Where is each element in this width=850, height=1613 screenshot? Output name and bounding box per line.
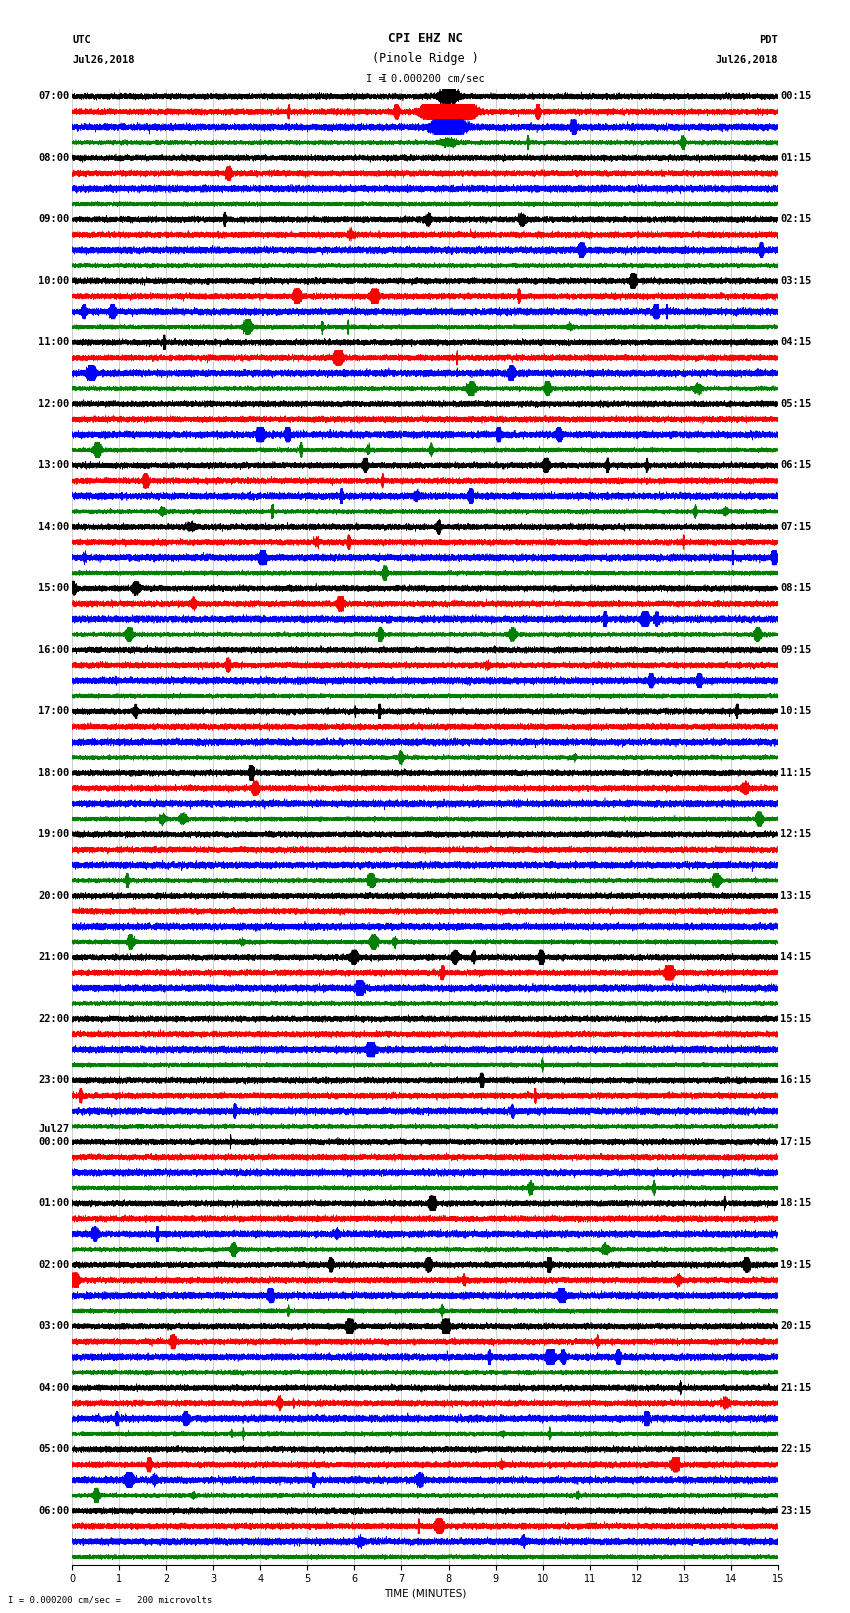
Text: Jul27: Jul27 xyxy=(38,1124,70,1134)
Text: 17:00: 17:00 xyxy=(38,706,70,716)
Text: 17:15: 17:15 xyxy=(780,1137,812,1147)
Text: 08:00: 08:00 xyxy=(38,153,70,163)
Text: 21:15: 21:15 xyxy=(780,1382,812,1392)
Text: 22:00: 22:00 xyxy=(38,1015,70,1024)
Text: 18:00: 18:00 xyxy=(38,768,70,777)
Text: UTC: UTC xyxy=(72,35,91,45)
Text: 13:15: 13:15 xyxy=(780,890,812,900)
Text: 07:15: 07:15 xyxy=(780,523,812,532)
Text: 02:00: 02:00 xyxy=(38,1260,70,1269)
Text: 14:15: 14:15 xyxy=(780,952,812,963)
Text: 05:15: 05:15 xyxy=(780,398,812,408)
Text: 00:00: 00:00 xyxy=(38,1137,70,1147)
Text: 06:15: 06:15 xyxy=(780,460,812,471)
Text: 07:00: 07:00 xyxy=(38,92,70,102)
Text: 20:00: 20:00 xyxy=(38,890,70,900)
Text: I = 0.000200 cm/sec =   200 microvolts: I = 0.000200 cm/sec = 200 microvolts xyxy=(8,1595,212,1605)
Text: 12:15: 12:15 xyxy=(780,829,812,839)
Text: 04:15: 04:15 xyxy=(780,337,812,347)
Text: 04:00: 04:00 xyxy=(38,1382,70,1392)
Text: 11:15: 11:15 xyxy=(780,768,812,777)
Text: 20:15: 20:15 xyxy=(780,1321,812,1331)
Text: Jul26,2018: Jul26,2018 xyxy=(72,55,135,65)
Text: 00:15: 00:15 xyxy=(780,92,812,102)
Text: I: I xyxy=(381,74,387,84)
Text: 19:15: 19:15 xyxy=(780,1260,812,1269)
Text: CPI EHZ NC: CPI EHZ NC xyxy=(388,32,462,45)
Text: (Pinole Ridge ): (Pinole Ridge ) xyxy=(371,52,479,65)
Text: 19:00: 19:00 xyxy=(38,829,70,839)
Text: 08:15: 08:15 xyxy=(780,584,812,594)
Text: 10:15: 10:15 xyxy=(780,706,812,716)
Text: 21:00: 21:00 xyxy=(38,952,70,963)
Text: 13:00: 13:00 xyxy=(38,460,70,471)
Text: 09:00: 09:00 xyxy=(38,215,70,224)
Text: 01:00: 01:00 xyxy=(38,1198,70,1208)
Text: 02:15: 02:15 xyxy=(780,215,812,224)
Text: 12:00: 12:00 xyxy=(38,398,70,408)
Text: 15:00: 15:00 xyxy=(38,584,70,594)
Text: PDT: PDT xyxy=(759,35,778,45)
Text: 03:15: 03:15 xyxy=(780,276,812,286)
Text: 03:00: 03:00 xyxy=(38,1321,70,1331)
Text: 18:15: 18:15 xyxy=(780,1198,812,1208)
Text: 14:00: 14:00 xyxy=(38,523,70,532)
Text: 01:15: 01:15 xyxy=(780,153,812,163)
Text: 11:00: 11:00 xyxy=(38,337,70,347)
Text: 23:15: 23:15 xyxy=(780,1507,812,1516)
Text: 23:00: 23:00 xyxy=(38,1076,70,1086)
Text: 15:15: 15:15 xyxy=(780,1015,812,1024)
Text: 22:15: 22:15 xyxy=(780,1444,812,1455)
Text: 10:00: 10:00 xyxy=(38,276,70,286)
X-axis label: TIME (MINUTES): TIME (MINUTES) xyxy=(384,1589,466,1598)
Text: 16:00: 16:00 xyxy=(38,645,70,655)
Text: 06:00: 06:00 xyxy=(38,1507,70,1516)
Text: Jul26,2018: Jul26,2018 xyxy=(715,55,778,65)
Text: 05:00: 05:00 xyxy=(38,1444,70,1455)
Text: 09:15: 09:15 xyxy=(780,645,812,655)
Text: 16:15: 16:15 xyxy=(780,1076,812,1086)
Text: I = 0.000200 cm/sec: I = 0.000200 cm/sec xyxy=(366,74,484,84)
